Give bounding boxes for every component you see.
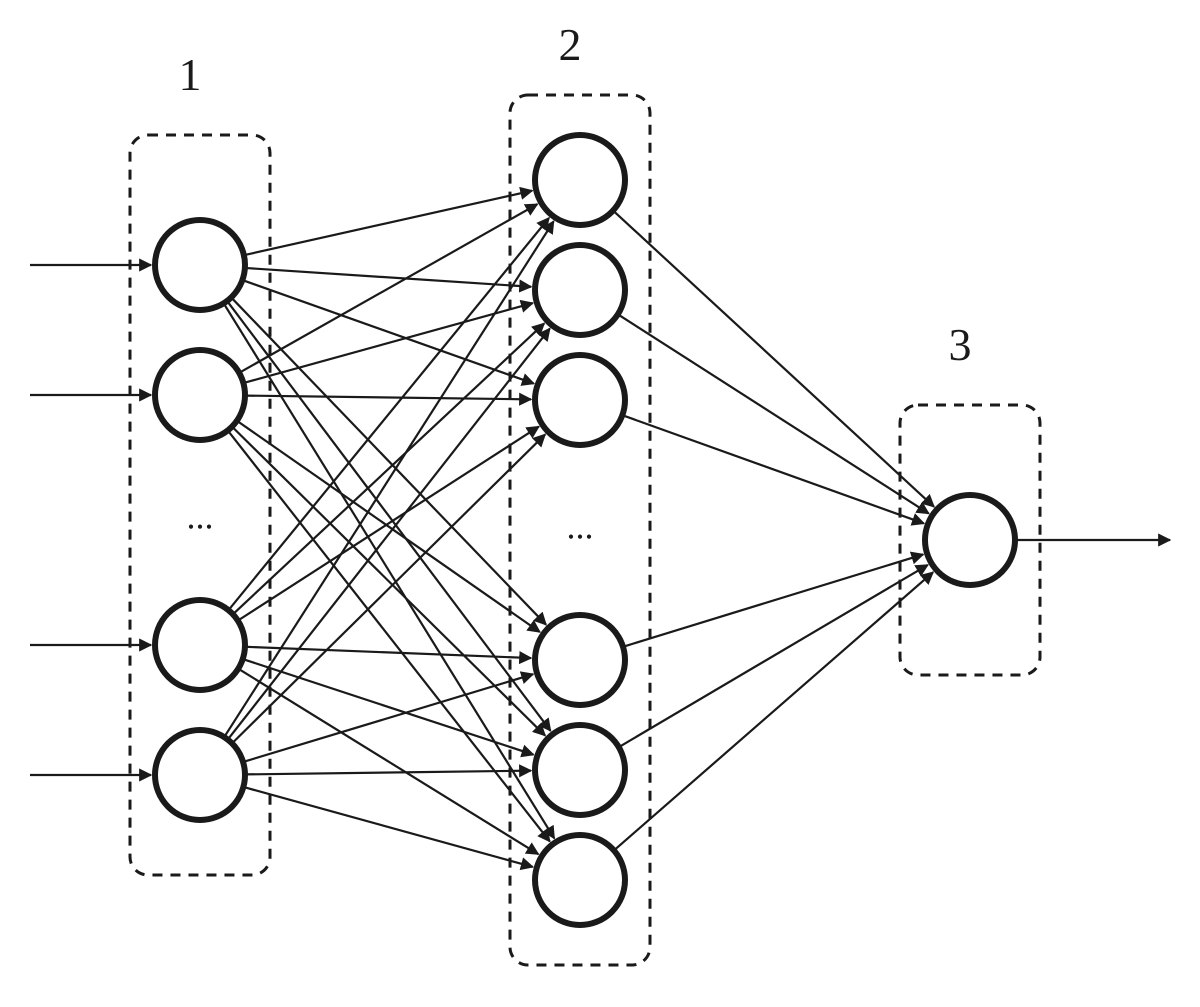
neuron-node [925,495,1015,585]
connection-edge [238,427,539,621]
connection-edge [618,314,929,513]
connection-edge [232,427,545,736]
connection-edge [237,421,540,632]
connection-edge [619,565,928,747]
connection-edge [224,303,555,838]
neuron-node [535,355,625,445]
connection-edge [245,771,531,775]
layer-label: 2 [559,19,582,70]
connection-edge [243,659,534,755]
neuron-node [155,730,245,820]
connection-edge [623,554,923,646]
neuron-node [155,350,245,440]
connection-edge [245,396,531,400]
connection-edge [228,430,550,841]
connection-edge [243,674,533,762]
neuron-node [535,245,625,335]
connection-edge [243,303,532,383]
neuron-node [535,835,625,925]
connection-edge [242,280,533,384]
neuron-node [535,725,625,815]
layer-label: 3 [949,319,972,370]
connection-edge [243,787,532,867]
neuron-node [535,615,625,705]
connection-edge [227,301,550,731]
neuron-node [535,135,625,225]
neuron-node [155,600,245,690]
connection-edge [622,415,924,523]
connection-edge [224,221,553,737]
connection-edge [244,191,532,255]
connection-edge [614,572,933,850]
connection-edge [228,329,550,740]
connection-edge [231,297,546,624]
neural-network-diagram: ... 1... 2 3 [0,0,1200,1007]
connection-edge [613,211,934,507]
layer-label: 1 [179,49,202,100]
ellipsis: ... [567,506,594,546]
neuron-node [155,220,245,310]
ellipsis: ... [187,496,214,536]
connection-edge [245,268,531,287]
